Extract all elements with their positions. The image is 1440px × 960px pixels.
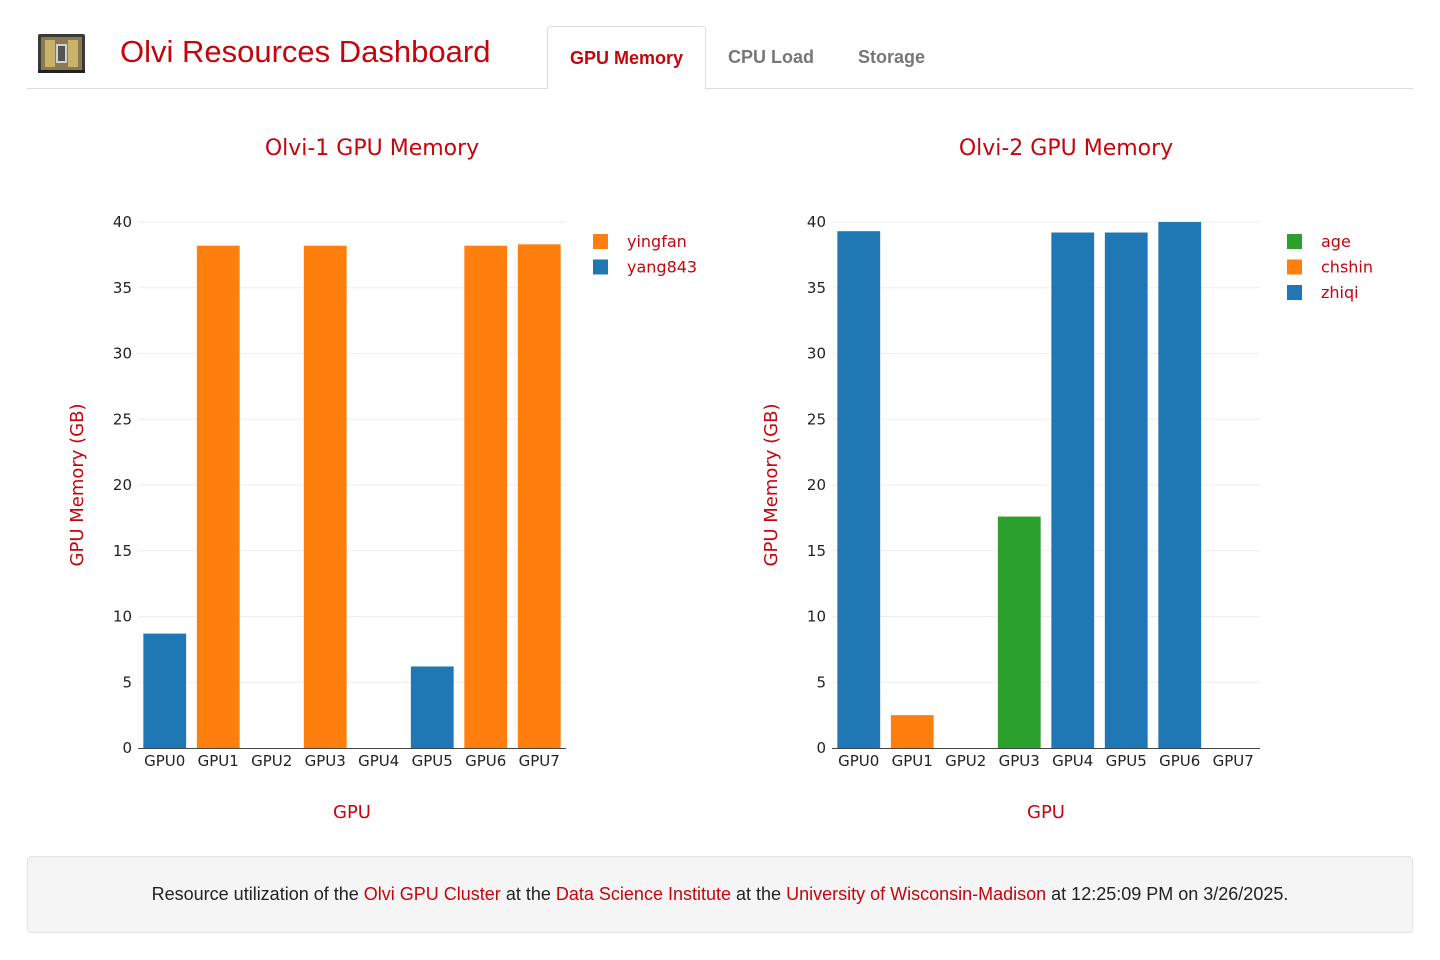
x-tick-label: GPU2 [251, 752, 292, 770]
bar-chshin-gpu1[interactable] [890, 715, 934, 748]
y-tick-label: 0 [816, 739, 826, 757]
y-tick-label: 15 [807, 542, 826, 560]
bar-zhiqi-gpu0[interactable] [837, 231, 881, 748]
bar-age-gpu3[interactable] [997, 516, 1041, 748]
x-tick-label: GPU3 [999, 752, 1040, 770]
x-tick-label: GPU6 [1159, 752, 1200, 770]
y-tick-label: 20 [807, 476, 826, 494]
tab-gpu-memory[interactable]: GPU Memory [547, 26, 707, 90]
footer-prefix: Resource utilization of the [151, 884, 359, 904]
tab-storage[interactable]: Storage [858, 47, 926, 67]
legend-label-chshin[interactable]: chshin [1321, 258, 1373, 277]
footer-status: Resource utilization of the Olvi GPU Clu… [27, 856, 1413, 933]
x-tick-label: GPU3 [305, 752, 346, 770]
y-tick-label: 0 [122, 739, 132, 757]
y-tick-label: 20 [113, 476, 132, 494]
y-tick-label: 10 [113, 608, 132, 626]
x-tick-label: GPU0 [838, 752, 879, 770]
bar-yingfan-gpu1[interactable] [196, 245, 240, 749]
olvi-2-gpu-memory-chart: 0 5 10 15 20 25 30 35 40 GPU0 GPU1 GPU2 GPU3 GPU4 GPU5… [714, 110, 1414, 840]
legend-label-yang843[interactable]: yang843 [627, 258, 697, 277]
chart-svg: 0 5 10 15 20 25 30 35 40 GPU0 GPU1 GPU2 GPU3 GPU4 GPU5… [67, 136, 697, 823]
x-tick-label: GPU0 [144, 752, 185, 770]
legend-swatch-zhiqi[interactable] [1287, 285, 1302, 300]
chart-title: Olvi-1 GPU Memory [265, 136, 479, 161]
legend-label-age[interactable]: age [1321, 232, 1351, 251]
footer-mid-2: at the [736, 884, 782, 904]
legend-label-yingfan[interactable]: yingfan [627, 232, 687, 251]
x-tick-label: GPU5 [412, 752, 453, 770]
bar-yingfan-gpu7[interactable] [517, 244, 561, 749]
x-tick-label: GPU1 [198, 752, 239, 770]
legend-swatch-chshin[interactable] [1287, 259, 1302, 275]
bar-yingfan-gpu6[interactable] [464, 245, 508, 749]
x-tick-label: GPU1 [892, 752, 933, 770]
y-tick-label: 40 [113, 213, 132, 231]
olvi-gpu-cluster-link[interactable]: Olvi GPU Cluster [363, 884, 501, 904]
bar-zhiqi-gpu6[interactable] [1158, 222, 1202, 748]
uw-madison-link[interactable]: University of Wisconsin-Madison [786, 884, 1047, 904]
tab-bar: GPU Memory CPU Load Storage [547, 26, 947, 90]
bar-yang843-gpu5[interactable] [410, 666, 454, 748]
y-tick-label: 5 [122, 673, 132, 691]
y-tick-label: 30 [807, 345, 826, 363]
legend-swatch-yingfan[interactable] [593, 234, 608, 249]
y-tick-label: 15 [113, 542, 132, 560]
x-axis-title: GPU [1027, 802, 1065, 823]
app-title: Olvi Resources Dashboard [120, 34, 491, 69]
y-tick-label: 35 [113, 279, 132, 297]
y-tick-label: 30 [113, 345, 132, 363]
legend-label-zhiqi[interactable]: zhiqi [1321, 283, 1359, 302]
x-tick-label: GPU7 [1213, 752, 1254, 770]
bar-zhiqi-gpu5[interactable] [1104, 232, 1148, 748]
x-tick-label: GPU4 [358, 752, 399, 770]
gpu-chip-logo-icon [38, 34, 85, 73]
y-tick-label: 25 [807, 410, 826, 428]
x-tick-label: GPU7 [519, 752, 560, 770]
x-tick-label: GPU5 [1106, 752, 1147, 770]
y-tick-label: 10 [807, 608, 826, 626]
y-axis-title: GPU Memory (GB) [67, 404, 88, 567]
x-tick-label: GPU6 [465, 752, 506, 770]
bar-yang843-gpu0[interactable] [143, 633, 187, 748]
x-tick-label: GPU2 [945, 752, 986, 770]
tab-cpu-load[interactable]: CPU Load [728, 47, 815, 67]
bar-zhiqi-gpu4[interactable] [1051, 232, 1095, 748]
chart-title: Olvi-2 GPU Memory [959, 136, 1173, 161]
legend-swatch-age[interactable] [1287, 234, 1302, 249]
footer-timestamp: at 12:25:09 PM on 3/26/2025. [1051, 884, 1289, 904]
data-science-institute-link[interactable]: Data Science Institute [555, 884, 731, 904]
y-tick-label: 25 [113, 410, 132, 428]
olvi-1-gpu-memory-chart: 0 5 10 15 20 25 30 35 40 GPU0 GPU1 GPU2 GPU3 GPU4 GPU5… [20, 110, 720, 840]
x-axis-title: GPU [333, 802, 371, 823]
bar-yingfan-gpu3[interactable] [303, 245, 347, 749]
legend-swatch-yang843[interactable] [593, 259, 608, 275]
y-tick-label: 5 [816, 673, 826, 691]
y-tick-label: 35 [807, 279, 826, 297]
header: Olvi Resources Dashboard GPU Memory CPU … [27, 0, 1413, 90]
footer-mid-1: at the [505, 884, 551, 904]
chart-svg: 0 5 10 15 20 25 30 35 40 GPU0 GPU1 GPU2 GPU3 GPU4 GPU5… [761, 136, 1373, 823]
x-tick-label: GPU4 [1052, 752, 1093, 770]
y-tick-label: 40 [807, 213, 826, 231]
y-axis-title: GPU Memory (GB) [761, 404, 782, 567]
